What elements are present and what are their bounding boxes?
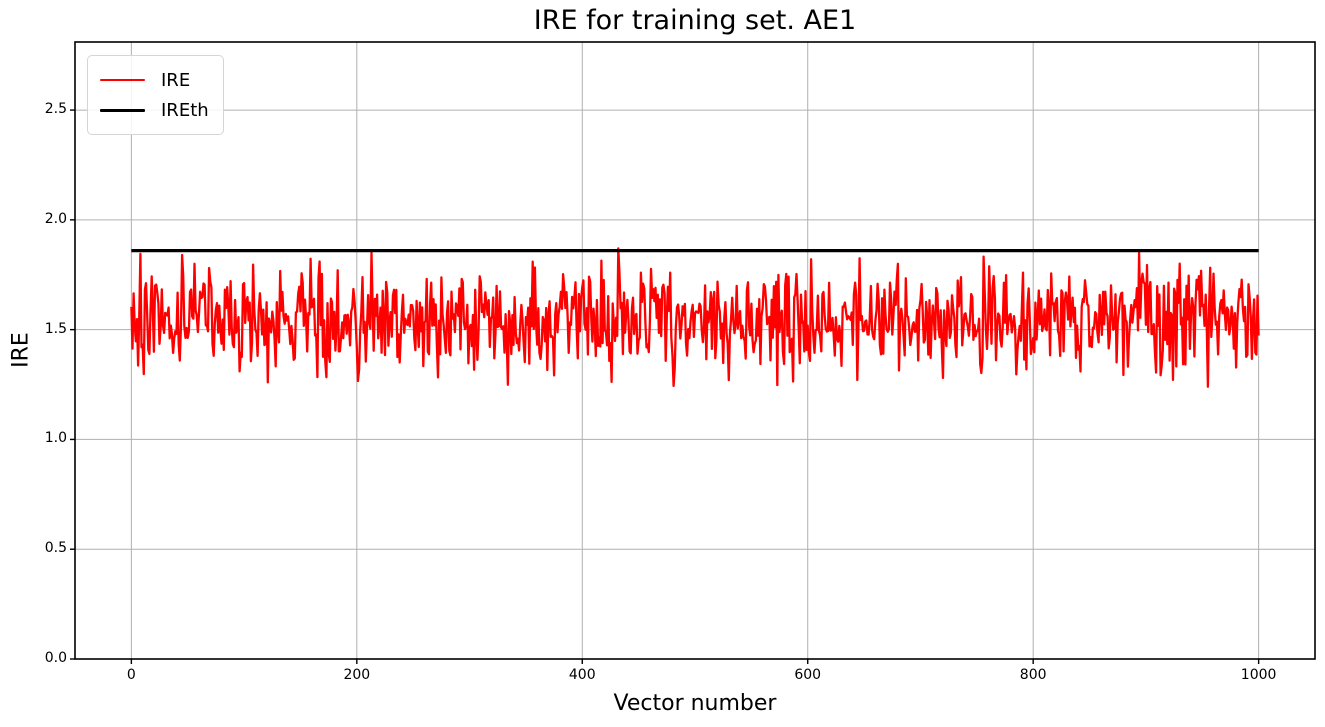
y-tick-label: 0.0 — [44, 650, 67, 666]
legend-label-ireth: IREth — [161, 99, 209, 121]
x-tick-label: 400 — [568, 667, 596, 683]
ire-line-sample — [100, 79, 145, 81]
ire-series-line — [130, 247, 1260, 388]
axes-spines — [74, 41, 1316, 660]
x-axis-label: Vector number — [613, 691, 777, 716]
x-tick-label: 200 — [343, 667, 371, 683]
x-tick-label: 600 — [794, 667, 822, 683]
y-axis-label: IRE — [8, 332, 34, 368]
y-tick-label: 2.0 — [44, 210, 67, 227]
ireth-line-sample — [100, 108, 145, 112]
y-tick-label: 2.5 — [44, 101, 67, 118]
y-tick-label: 1.5 — [44, 320, 67, 337]
y-tick-label: 0.5 — [44, 540, 67, 557]
legend-entry-ire: IRE — [100, 65, 209, 95]
legend-label-ire: IRE — [161, 69, 191, 91]
x-tick-label: 0 — [126, 667, 136, 683]
chart-title: IRE for training set. AE1 — [533, 5, 857, 36]
y-tick-label: 1.0 — [44, 430, 67, 447]
legend-entry-ireth: IREth — [100, 95, 209, 125]
x-tick-label: 1000 — [1240, 667, 1277, 683]
x-tick-label: 800 — [1019, 667, 1047, 683]
legend-box: IRE IREth — [87, 55, 224, 135]
